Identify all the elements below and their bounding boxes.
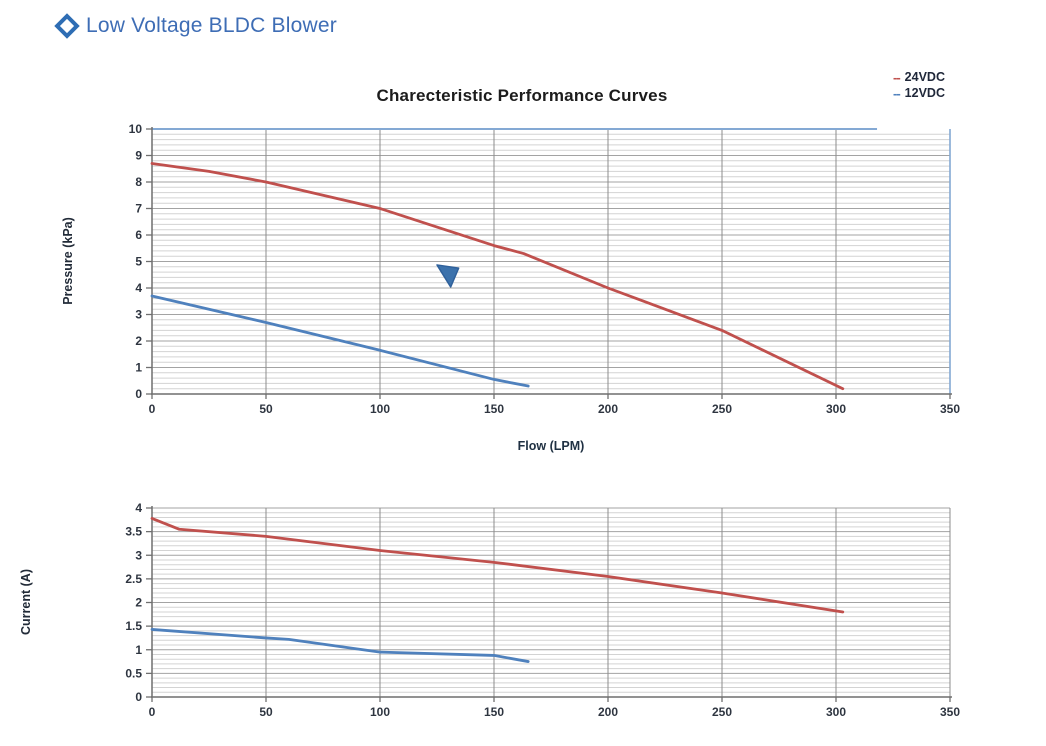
legend-item-12vdc: -- 12VDC: [893, 86, 945, 101]
svg-text:2: 2: [135, 334, 142, 348]
svg-text:8: 8: [135, 175, 142, 189]
svg-text:3.5: 3.5: [125, 525, 142, 539]
svg-text:250: 250: [712, 705, 732, 719]
svg-text:50: 50: [259, 402, 273, 416]
legend-item-24vdc: -- 24VDC: [893, 70, 945, 85]
legend-label-12vdc: 12VDC: [904, 86, 945, 100]
svg-text:1: 1: [135, 361, 142, 375]
svg-text:350: 350: [940, 705, 960, 719]
svg-text:150: 150: [484, 705, 504, 719]
svg-text:0.5: 0.5: [125, 666, 142, 680]
page-title: Low Voltage BLDC Blower: [86, 14, 337, 37]
svg-text:100: 100: [370, 402, 390, 416]
svg-text:0: 0: [135, 690, 142, 704]
chart-title: Charecteristic Performance Curves: [376, 86, 668, 105]
svg-text:300: 300: [826, 402, 846, 416]
svg-text:200: 200: [598, 705, 618, 719]
svg-text:3: 3: [135, 308, 142, 322]
svg-text:150: 150: [484, 402, 504, 416]
flow-axis-label: Flow (LPM): [517, 439, 585, 453]
svg-text:4: 4: [135, 501, 142, 515]
svg-text:9: 9: [135, 149, 142, 163]
svg-text:1: 1: [135, 643, 142, 657]
svg-text:100: 100: [370, 705, 390, 719]
svg-text:5: 5: [135, 255, 142, 269]
svg-text:4: 4: [135, 281, 142, 295]
page-header: Low Voltage BLDC Blower: [54, 13, 337, 39]
svg-text:350: 350: [940, 402, 960, 416]
svg-text:3: 3: [135, 548, 142, 562]
svg-text:2: 2: [135, 596, 142, 610]
svg-text:300: 300: [826, 705, 846, 719]
legend-marker-12vdc: --: [893, 85, 901, 101]
legend-label-24vdc: 24VDC: [904, 70, 945, 84]
svg-text:200: 200: [598, 402, 618, 416]
svg-text:1.5: 1.5: [125, 619, 142, 633]
svg-text:250: 250: [712, 402, 732, 416]
svg-text:0: 0: [149, 402, 156, 416]
legend-marker-24vdc: --: [893, 69, 901, 85]
legend: -- 24VDC -- 12VDC: [893, 70, 945, 101]
svg-text:0: 0: [149, 705, 156, 719]
svg-text:6: 6: [135, 228, 142, 242]
svg-text:50: 50: [259, 705, 273, 719]
svg-text:10: 10: [129, 122, 143, 136]
svg-text:7: 7: [135, 202, 142, 216]
svg-text:0: 0: [135, 387, 142, 401]
svg-text:2.5: 2.5: [125, 572, 142, 586]
